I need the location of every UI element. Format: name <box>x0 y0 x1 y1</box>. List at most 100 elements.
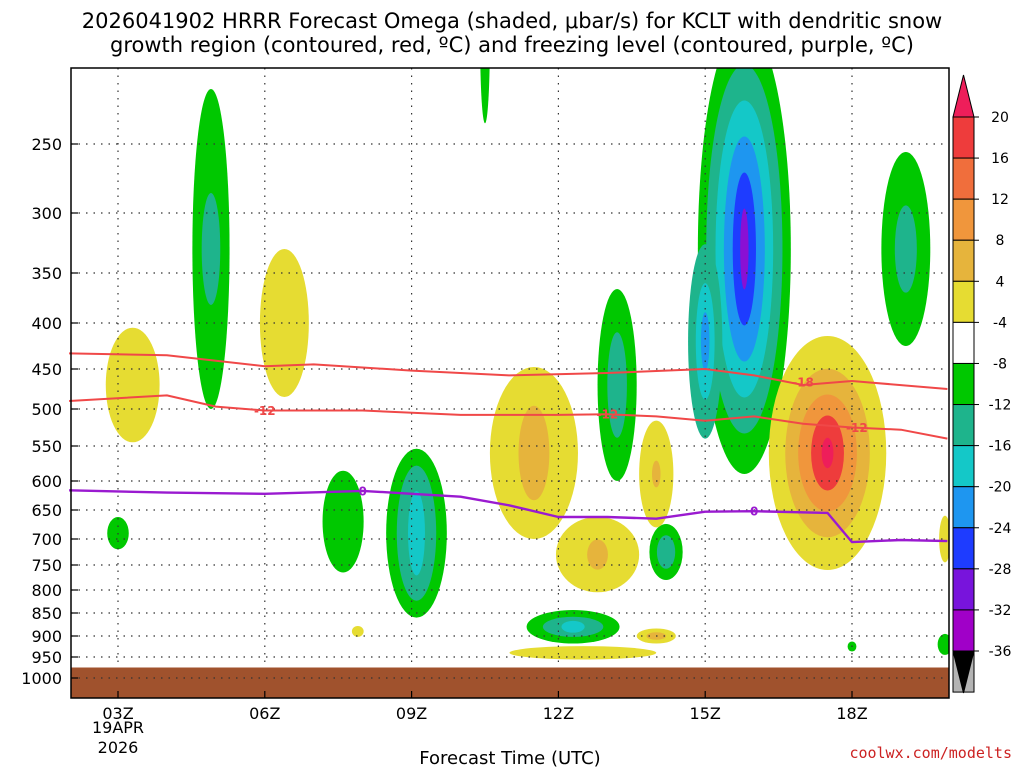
plot-frame <box>70 67 950 699</box>
ground-surface <box>71 667 949 698</box>
subsidence-14z <box>639 420 674 528</box>
colorbar-box-1 <box>952 116 975 159</box>
omega-blob-0730z <box>322 470 364 573</box>
subsidence-blob-20z-level-0 <box>939 515 949 563</box>
y-tick-label-600: 600 <box>31 472 62 491</box>
dgz-label-18z: -12 <box>846 421 868 435</box>
colorbar-label--12: -12 <box>989 398 1012 414</box>
omega-column-05z-level-1 <box>201 193 221 305</box>
dgz-label-13z: -12 <box>596 408 618 422</box>
x-axis-label: Forecast Time (UTC) <box>419 748 600 768</box>
colorbar-box-2 <box>952 157 975 200</box>
subsidence-lower-12z-level-0 <box>509 646 657 660</box>
x-tick-label-12Z: 12Z <box>543 704 574 723</box>
dgz-label-06z: -12 <box>254 404 276 418</box>
colorbar-label--32: -32 <box>989 603 1012 619</box>
omega-column-09z-level-2 <box>407 491 425 576</box>
omega-column-13z-level-1 <box>607 332 627 438</box>
x-tick-label-06Z: 06Z <box>249 704 280 723</box>
colorbar-box-8 <box>952 404 975 447</box>
colorbar-box-6 <box>952 321 975 364</box>
omega-column-09z <box>386 448 447 618</box>
colorbar-label--8: -8 <box>993 356 1007 372</box>
colorbar-box-11 <box>952 527 975 570</box>
colorbar: 20 16 12 8 4 -4 -8 -12 -16 -20 -24 -28 -32 -36 <box>952 74 1012 694</box>
colorbar-box-5 <box>952 280 975 323</box>
y-tick-label-700: 700 <box>31 530 62 549</box>
colorbar-box-3 <box>952 198 975 241</box>
y-tick-label-900: 900 <box>31 627 62 646</box>
y-tick-label-750: 750 <box>31 556 62 575</box>
colorbar-top-arrow <box>952 74 975 118</box>
subsidence-blob-20z <box>939 515 949 563</box>
colorbar-label--24: -24 <box>989 521 1012 537</box>
colorbar-label--16: -16 <box>989 439 1012 455</box>
subsidence-blob-0755z-level-0 <box>351 625 364 637</box>
omega-blob-20z-low-level-0 <box>937 633 949 655</box>
subsidence-11z-level-1 <box>518 405 550 501</box>
y-tick-label-850: 850 <box>31 604 62 623</box>
x-date-line-2: 2026 <box>98 738 139 757</box>
omega-column-13z <box>597 289 637 481</box>
omega-core-16z <box>697 68 791 474</box>
y-tick-label-800: 800 <box>31 581 62 600</box>
chart-title-line-1: 2026041902 HRRR Forecast Omega (shaded, … <box>82 9 942 33</box>
freezing-level-contour <box>69 489 948 544</box>
axis-ticks: 250 300 350 400 450 500 550 600 650 700 750 800 850 9… <box>21 135 867 723</box>
colorbar-label--4: -4 <box>993 315 1007 331</box>
colorbar-label-16: 16 <box>991 151 1009 167</box>
omega-core-16z-level-5 <box>740 208 749 290</box>
subsidence-core-18z-level-4 <box>821 437 834 469</box>
subsidence-13z <box>555 516 640 593</box>
y-tick-label-350: 350 <box>31 264 62 283</box>
colorbar-box-4 <box>952 239 975 282</box>
dgz-label-17z: -18 <box>792 375 814 389</box>
subsidence-core-18z <box>768 336 887 570</box>
freezing-label-16z: 0 <box>750 505 758 519</box>
colorbar-label-12: 12 <box>991 192 1009 208</box>
colorbar-label-20: 20 <box>991 110 1009 126</box>
subsidence-03z <box>105 327 160 443</box>
colorbar-label--20: -20 <box>989 480 1012 496</box>
credit-text: coolwx.com/modelts <box>849 744 1012 762</box>
x-tick-label-09Z: 09Z <box>396 704 427 723</box>
plot-area: -12 -12 -18 -12 0 0 <box>69 67 950 699</box>
subsidence-lower-12z <box>509 646 657 660</box>
colorbar-box-9 <box>952 445 975 488</box>
omega-blob-20z-low <box>937 633 949 655</box>
omega-core-15z <box>688 244 723 439</box>
x-tick-label-15Z: 15Z <box>690 704 721 723</box>
colorbar-box-12 <box>952 568 975 611</box>
y-tick-label-450: 450 <box>31 360 62 379</box>
omega-field <box>105 68 949 660</box>
colorbar-label-8: 8 <box>996 233 1005 249</box>
colorbar-label-4: 4 <box>996 274 1005 290</box>
colorbar-label--28: -28 <box>989 562 1012 578</box>
subsidence-blob-0755z <box>351 625 364 637</box>
subsidence-06z-level-0 <box>259 249 309 397</box>
dgz-contour-lower <box>69 394 948 440</box>
subsidence-03z-level-0 <box>105 327 160 443</box>
colorbar-label--36: -36 <box>989 644 1012 660</box>
dgz-contour-upper <box>69 352 948 390</box>
chart-title-line-2: growth region (contoured, red, ºC) and f… <box>110 33 914 57</box>
omega-blob-12z-low-level-2 <box>561 620 585 633</box>
x-date-line-1: 19APR <box>92 718 144 737</box>
y-tick-label-650: 650 <box>31 501 62 520</box>
omega-blob-14z <box>649 524 683 580</box>
colorbar-box-7 <box>952 362 975 406</box>
y-tick-label-500: 500 <box>31 400 62 419</box>
y-tick-label-1000: 1000 <box>21 669 62 688</box>
y-tick-label-400: 400 <box>31 314 62 333</box>
omega-blob-1030z <box>480 68 490 124</box>
omega-blob-19z-level-1 <box>894 205 917 293</box>
omega-blob-0730z-level-0 <box>322 470 364 573</box>
colorbar-bottom-arrow <box>952 650 975 694</box>
omega-column-05z <box>192 89 230 409</box>
x-tick-label-03Z: 03Z <box>102 704 133 723</box>
colorbar-box-13 <box>952 609 975 652</box>
y-tick-label-300: 300 <box>31 204 62 223</box>
colorbar-box-10 <box>952 486 975 529</box>
omega-blob-14z-level-1 <box>656 535 676 569</box>
